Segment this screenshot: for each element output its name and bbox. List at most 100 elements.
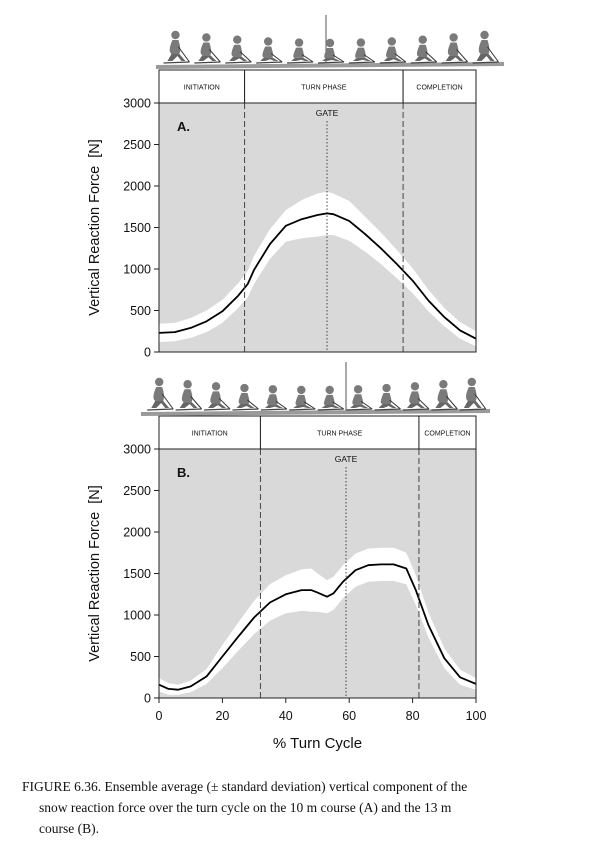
ski [374, 408, 401, 411]
caption-line-1: FIGURE 6.36. Ensemble average (± standar… [22, 779, 468, 794]
phase-label: TURN PHASE [301, 85, 346, 92]
skier-figure [175, 380, 203, 411]
y-tick-label: 3000 [123, 97, 151, 111]
phase-box [259, 415, 420, 450]
y-tick-label: 2000 [123, 526, 151, 540]
skier-body [267, 394, 278, 405]
skier-sequence-illustration-a [156, 15, 504, 69]
skier-body [416, 44, 428, 57]
x-tick-label: 20 [215, 709, 229, 723]
panel-b: GATE B. INITIATION TURN PHASE COMPLETION 0 500… [87, 415, 486, 752]
ski-pole [270, 53, 283, 63]
skier-sequence-illustration-b [141, 362, 490, 416]
skier-legs [291, 57, 310, 61]
skier-head [233, 35, 242, 44]
skier-legs [476, 54, 495, 61]
skier-legs [378, 404, 397, 408]
y-tick-label: 2500 [123, 484, 151, 498]
y-tick-label: 3000 [123, 443, 151, 457]
skier-body [324, 48, 335, 59]
figure: GATE A. INITIATION TURN PHASE COMPLETION 0 500… [87, 15, 504, 752]
skier-figure [225, 35, 252, 64]
ski [175, 408, 202, 411]
skier-legs [383, 57, 402, 61]
ski [163, 61, 190, 64]
y-tick-label: 2000 [123, 180, 151, 194]
panel-a: GATE A. INITIATION TURN PHASE COMPLETION 0 500… [87, 69, 477, 360]
skier-figure [348, 38, 376, 64]
skier-legs [352, 57, 371, 61]
skier-head [325, 385, 334, 395]
skier-head [183, 380, 192, 389]
phase-label: COMPLETION [416, 85, 462, 92]
skier-body [447, 42, 459, 56]
skier-body [200, 42, 212, 56]
x-tick-label: 60 [342, 709, 356, 723]
skier-head [382, 383, 391, 393]
skier-body [352, 394, 363, 405]
skier-figure [346, 385, 373, 411]
y-tick-label: 1000 [123, 609, 151, 623]
skier-legs [414, 56, 433, 61]
skier-head [353, 385, 363, 394]
skier-body [181, 389, 193, 403]
ski [232, 408, 259, 411]
skier-body [231, 44, 243, 57]
y-axis-label: Vertical Reaction Force [N] [87, 139, 103, 316]
ski-pole [304, 401, 316, 410]
sd-band [159, 547, 476, 695]
ski-pole [161, 393, 174, 410]
ski [225, 61, 252, 64]
y-tick-label: 0 [144, 692, 151, 706]
skier-figure [431, 380, 458, 411]
skier-legs [350, 404, 369, 408]
skier-figure [441, 33, 469, 64]
ski-pole [389, 399, 401, 410]
skier-body [169, 40, 181, 54]
skier-head [325, 38, 335, 48]
skier-body [262, 46, 273, 58]
ski-pole [178, 46, 190, 63]
skier-head [294, 38, 304, 47]
skier-figure [374, 383, 401, 411]
skier-legs [151, 401, 170, 408]
skier-head [297, 385, 306, 395]
skier-head [356, 38, 366, 47]
ski-pole [190, 395, 203, 410]
ski [256, 61, 283, 64]
x-tick-label: 80 [406, 709, 420, 723]
ski [204, 408, 231, 411]
ski [194, 61, 221, 64]
skier-body [153, 387, 165, 401]
skier-legs [167, 54, 186, 61]
ski-pole [218, 397, 231, 410]
ski [317, 408, 344, 411]
ski-pole [487, 46, 499, 63]
ski-pole [360, 400, 373, 410]
ski-pole [275, 400, 288, 410]
skier-legs [463, 401, 482, 408]
skier-body [437, 389, 449, 403]
skier-head [439, 380, 448, 389]
skier-figure [232, 383, 259, 411]
phase-label: TURN PHASE [317, 431, 362, 438]
ski [472, 61, 499, 64]
skier-figure [317, 385, 344, 411]
phase-box [402, 69, 477, 104]
ski [379, 61, 406, 64]
skier-legs [293, 404, 312, 408]
ski-pole [332, 54, 345, 63]
x-tick-label: 0 [156, 709, 163, 723]
skier-head [240, 383, 249, 393]
skier-head [387, 37, 397, 46]
mean-line [158, 212, 477, 340]
skier-head [211, 382, 221, 391]
y-tick-label: 1500 [123, 221, 151, 235]
skier-legs [322, 58, 340, 61]
ski [287, 61, 314, 64]
skier-figure [410, 35, 438, 64]
skier-head [418, 35, 427, 44]
ski [410, 61, 437, 64]
snow-ground [141, 409, 490, 416]
skier-figure [260, 385, 288, 411]
